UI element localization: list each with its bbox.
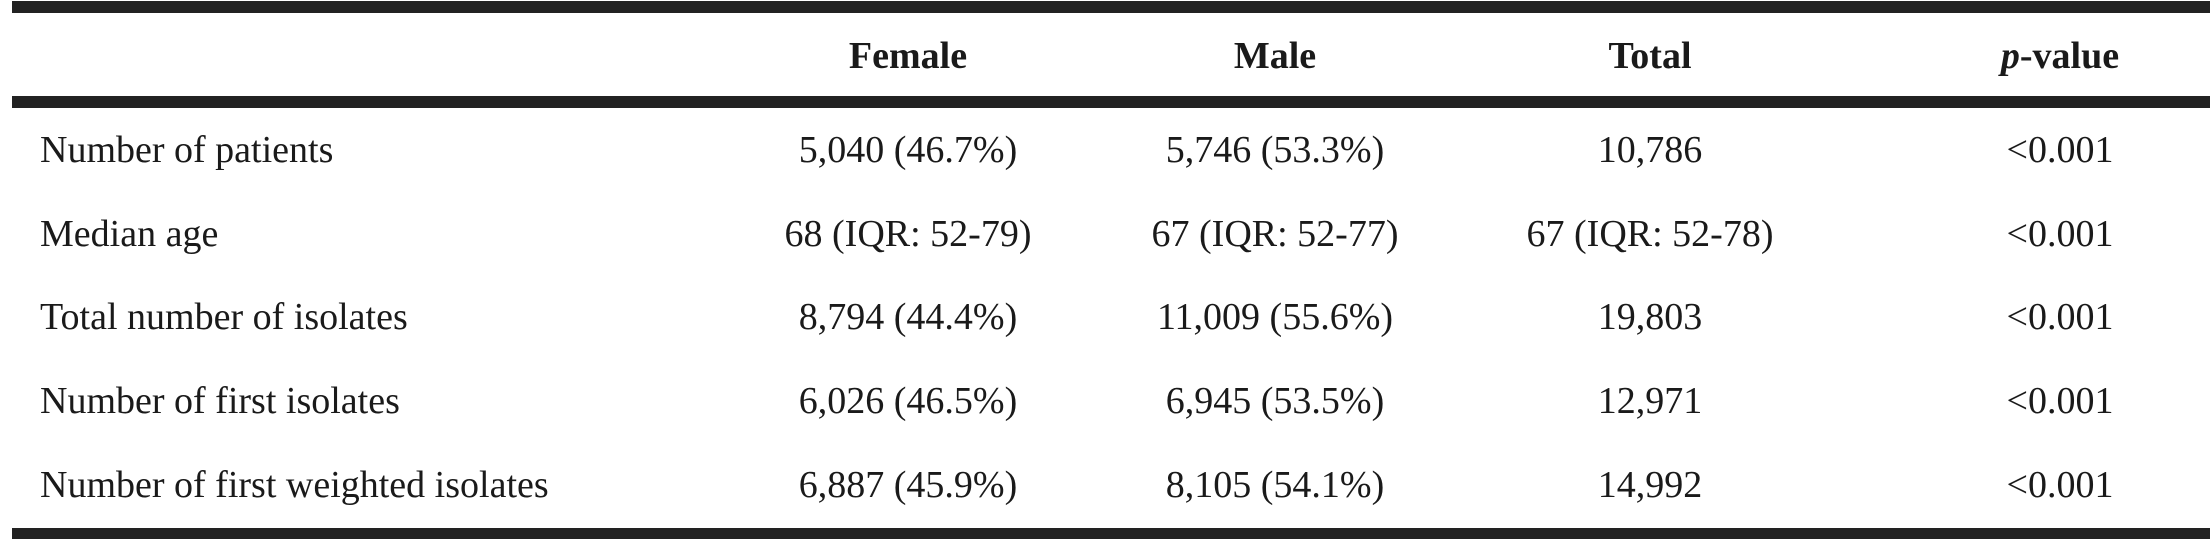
cell-total: 12,971 [1597,380,1703,422]
cell-male: 11,009 (55.6%) [1156,296,1394,338]
cell-female: 6,026 (46.5%) [798,380,1018,422]
row-label: Total number of isolates [40,296,408,338]
cell-pvalue: <0.001 [2006,464,2114,506]
cell-pvalue: <0.001 [2006,129,2114,171]
cell-male: 8,105 (54.1%) [1165,464,1385,506]
cell-pvalue: <0.001 [2006,380,2114,422]
table-top-rule [12,1,2210,13]
cell-female: 5,040 (46.7%) [798,129,1018,171]
row-label: Number of first isolates [40,380,400,422]
cell-male: 6,945 (53.5%) [1165,380,1385,422]
row-label: Median age [40,213,219,255]
row-label: Number of patients [40,129,334,171]
cell-total: 10,786 [1597,129,1703,171]
header-pvalue: p-value [1860,32,2211,80]
cell-total: 19,803 [1597,296,1703,338]
header-female: Female [848,35,968,77]
table-header-rule [12,96,2210,108]
cell-female: 8,794 (44.4%) [798,296,1018,338]
row-label: Number of first weighted isolates [40,464,549,506]
cell-female: 6,887 (45.9%) [798,464,1018,506]
cell-pvalue: <0.001 [2006,213,2114,255]
cell-male: 5,746 (53.3%) [1165,129,1385,171]
cell-pvalue: <0.001 [2006,296,2114,338]
cell-male: 67 (IQR: 52-77) [1151,213,1399,255]
cell-total: 14,992 [1597,464,1703,506]
header-total: Total [1608,35,1692,77]
header-pvalue-italic: p [2000,35,2020,77]
cell-female: 68 (IQR: 52-79) [784,213,1032,255]
table-bottom-rule [12,528,2210,539]
cell-total: 67 (IQR: 52-78) [1526,213,1774,255]
header-pvalue-rest: -value [2019,35,2120,77]
header-male: Male [1233,35,1317,77]
